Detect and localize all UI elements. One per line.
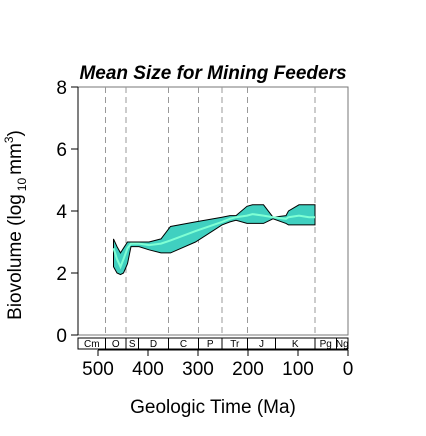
period-label-S: S bbox=[129, 339, 136, 350]
period-label-C: C bbox=[180, 339, 187, 350]
y-axis-label-sup: 3 bbox=[2, 136, 16, 143]
y-tick-label-4: 4 bbox=[56, 202, 67, 223]
x-tick-label-400: 400 bbox=[132, 359, 164, 380]
period-label-Ng: Ng bbox=[336, 339, 349, 350]
y-axis-label-sub: 10 bbox=[15, 178, 29, 192]
mean-line bbox=[112, 213, 315, 270]
period-label-Pg: Pg bbox=[320, 339, 332, 350]
confidence-band bbox=[113, 204, 316, 276]
period-label-P: P bbox=[207, 339, 214, 350]
period-label-O: O bbox=[112, 339, 120, 350]
period-box-Ng bbox=[336, 337, 349, 350]
y-tick-label-8: 8 bbox=[56, 78, 67, 99]
y-axis-label-unit: mm bbox=[5, 143, 26, 175]
period-label-J: J bbox=[259, 339, 264, 350]
y-axis-label-main: Biovolume (log bbox=[5, 194, 26, 320]
y-tick-label-6: 6 bbox=[56, 140, 67, 161]
y-axis-label-close: ) bbox=[5, 130, 26, 136]
x-tick-label-500: 500 bbox=[82, 359, 114, 380]
y-axis-label: Biovolume (log 10 mm3) bbox=[2, 130, 29, 320]
x-axis-label: Geologic Time (Ma) bbox=[130, 397, 296, 418]
x-tick-label-0: 0 bbox=[343, 359, 354, 380]
period-label-D: D bbox=[150, 339, 157, 350]
x-tick-label-200: 200 bbox=[232, 359, 264, 380]
y-tick-label-0: 0 bbox=[56, 326, 67, 347]
chart-title: Mean Size for Mining Feeders bbox=[79, 63, 346, 84]
period-label-Cm: Cm bbox=[84, 339, 100, 350]
period-label-Tr: Tr bbox=[230, 339, 240, 350]
x-tick-label-300: 300 bbox=[182, 359, 214, 380]
period-label-K: K bbox=[292, 339, 299, 350]
x-tick-label-100: 100 bbox=[282, 359, 314, 380]
y-tick-label-2: 2 bbox=[56, 264, 67, 285]
